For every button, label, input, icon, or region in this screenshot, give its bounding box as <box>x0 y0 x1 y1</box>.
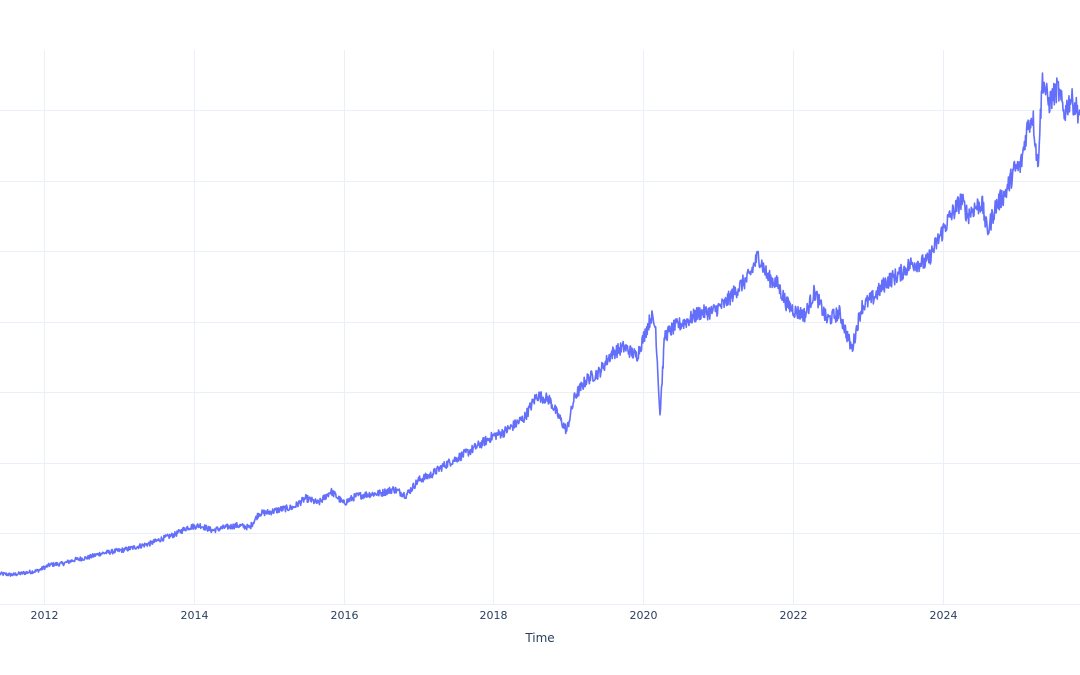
x-tick-label: 2022 <box>780 609 808 622</box>
x-tick-label: 2018 <box>480 609 508 622</box>
x-axis: 2012 2014 2016 2018 2020 2022 2024 <box>31 609 958 622</box>
x-tick-label: 2012 <box>31 609 59 622</box>
grid <box>0 50 1080 605</box>
x-tick-label: 2014 <box>181 609 209 622</box>
x-tick-label: 2016 <box>331 609 359 622</box>
series-line <box>0 72 1080 577</box>
x-tick-label: 2024 <box>930 609 958 622</box>
x-axis-title: Time <box>524 631 554 645</box>
x-tick-label: 2020 <box>630 609 658 622</box>
series-layer <box>0 72 1080 577</box>
